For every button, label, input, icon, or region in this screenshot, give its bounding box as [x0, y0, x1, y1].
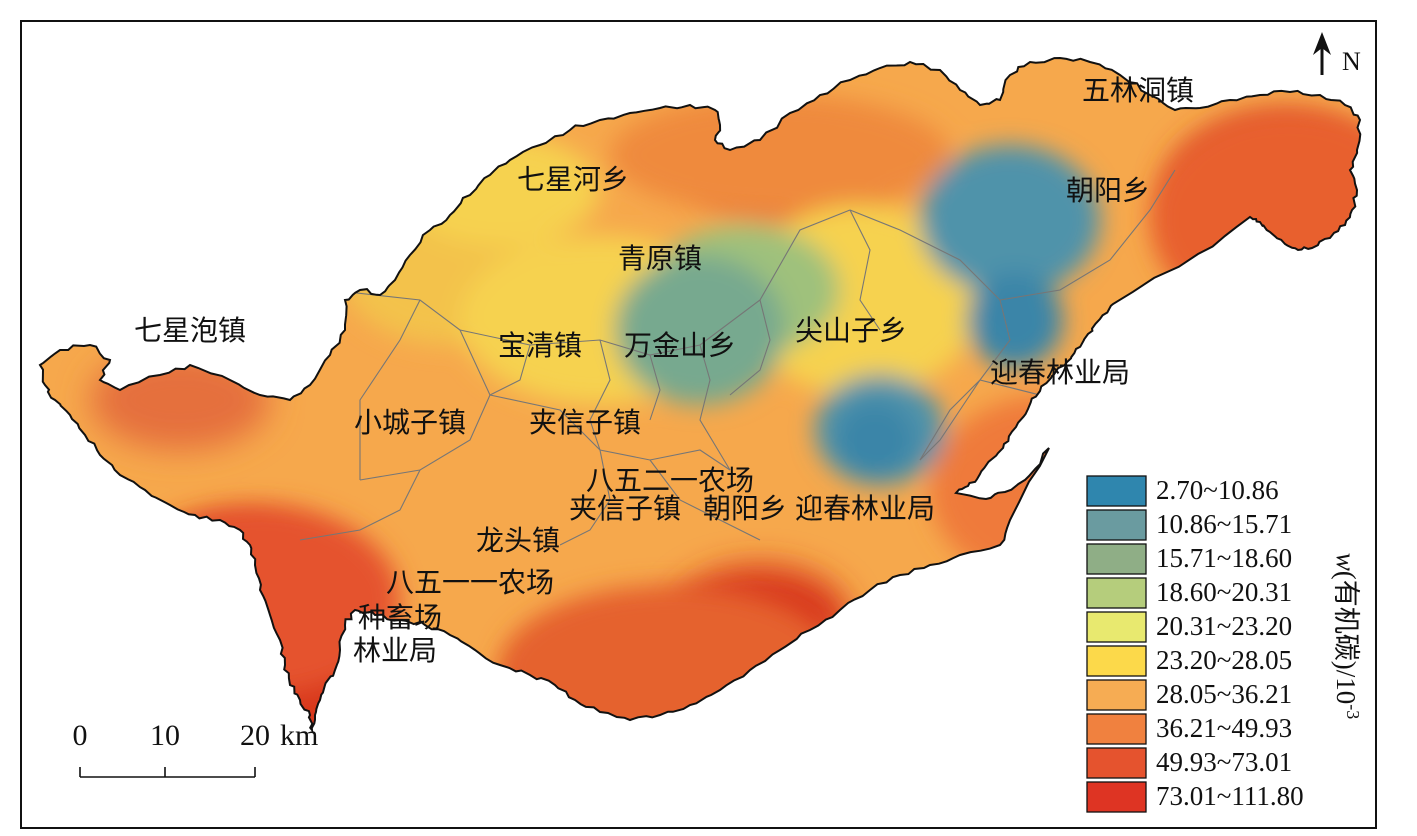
- svg-text:夹信子镇: 夹信子镇: [529, 407, 641, 438]
- svg-text:七星河乡: 七星河乡: [517, 164, 629, 195]
- svg-text:N: N: [1342, 47, 1361, 76]
- svg-text:龙头镇: 龙头镇: [476, 525, 560, 556]
- svg-text:宝清镇: 宝清镇: [498, 330, 582, 361]
- svg-text:23.20~28.05: 23.20~28.05: [1156, 645, 1292, 675]
- svg-text:10: 10: [150, 719, 180, 752]
- svg-text:迎春林业局: 迎春林业局: [795, 493, 935, 524]
- svg-text:36.21~49.93: 36.21~49.93: [1156, 713, 1292, 743]
- svg-text:夹信子镇: 夹信子镇: [569, 493, 681, 524]
- svg-text:20.31~23.20: 20.31~23.20: [1156, 611, 1292, 641]
- svg-text:18.60~20.31: 18.60~20.31: [1156, 577, 1292, 607]
- svg-text:七星泡镇: 七星泡镇: [134, 315, 246, 346]
- svg-text:朝阳乡: 朝阳乡: [1066, 175, 1150, 206]
- svg-text:2.70~10.86: 2.70~10.86: [1156, 475, 1279, 505]
- svg-text:万金山乡: 万金山乡: [624, 330, 736, 361]
- svg-text:林业局: 林业局: [353, 635, 437, 666]
- svg-text:w(有机碳)/10-3: w(有机碳)/10-3: [1331, 553, 1363, 720]
- svg-text:迎春林业局: 迎春林业局: [990, 357, 1130, 388]
- svg-text:20: 20: [240, 719, 270, 752]
- svg-text:朝阳乡: 朝阳乡: [703, 493, 787, 524]
- svg-text:种畜场: 种畜场: [358, 602, 442, 633]
- svg-text:49.93~73.01: 49.93~73.01: [1156, 747, 1292, 777]
- svg-text:八五一一农场: 八五一一农场: [386, 567, 554, 598]
- svg-text:0: 0: [73, 719, 88, 752]
- svg-text:km: km: [280, 719, 318, 752]
- svg-text:小城子镇: 小城子镇: [354, 407, 466, 438]
- svg-text:尖山子乡: 尖山子乡: [795, 315, 907, 346]
- svg-text:73.01~111.80: 73.01~111.80: [1156, 781, 1304, 811]
- svg-text:八五二一农场: 八五二一农场: [586, 465, 754, 496]
- svg-text:15.71~18.60: 15.71~18.60: [1156, 543, 1292, 573]
- svg-text:五林洞镇: 五林洞镇: [1082, 75, 1194, 106]
- svg-text:10.86~15.71: 10.86~15.71: [1156, 509, 1292, 539]
- svg-text:28.05~36.21: 28.05~36.21: [1156, 679, 1292, 709]
- svg-text:青原镇: 青原镇: [618, 243, 702, 274]
